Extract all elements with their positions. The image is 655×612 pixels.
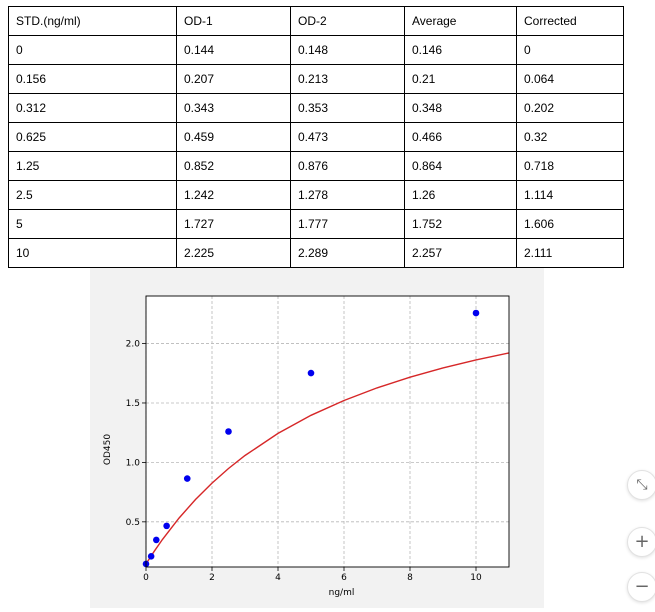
x-tick-label: 2 <box>209 573 215 583</box>
table-cell: 0.32 <box>516 122 624 152</box>
table-cell: 2.225 <box>176 238 291 268</box>
fit-icon: ⤡ <box>636 477 648 493</box>
plot-frame <box>145 295 510 568</box>
column-header: OD-2 <box>290 6 405 36</box>
zoom-out-button[interactable]: − <box>627 572 655 602</box>
fit-to-screen-button[interactable]: ⤡ <box>627 470 655 500</box>
y-tick-label: 0.5 <box>126 518 140 528</box>
table-cell: 0.353 <box>290 93 405 123</box>
plus-icon: + <box>634 531 650 552</box>
x-tick-label: 10 <box>470 573 482 583</box>
x-tick-label: 4 <box>275 573 281 583</box>
data-point <box>225 428 232 435</box>
table-cell: 0.864 <box>404 151 517 181</box>
table-cell: 2.5 <box>8 180 177 210</box>
table-row: 1.25 0.852 0.876 0.864 0.718 <box>8 151 624 181</box>
x-tick-label: 0 <box>143 573 149 583</box>
data-point <box>472 309 480 317</box>
table-cell: 0.466 <box>404 122 517 152</box>
table-cell: 0.144 <box>176 35 291 65</box>
data-point <box>307 369 315 377</box>
table-cell: 1.727 <box>176 209 291 239</box>
table-cell: 0.064 <box>516 64 624 94</box>
table-cell: 1.777 <box>290 209 405 239</box>
table-cell: 0.459 <box>176 122 291 152</box>
table-cell: 0.213 <box>290 64 405 94</box>
table-row: 0.156 0.207 0.213 0.21 0.064 <box>8 64 624 94</box>
minus-icon: − <box>634 576 650 597</box>
data-point <box>152 536 160 544</box>
table-cell: 1.752 <box>404 209 517 239</box>
table-cell: 0.156 <box>8 64 177 94</box>
table-cell: 0.21 <box>404 64 517 94</box>
table-cell: 0.625 <box>8 122 177 152</box>
y-tick-label: 2.0 <box>126 340 141 350</box>
column-header: Corrected <box>516 6 624 36</box>
y-tick-label: 1.0 <box>126 458 141 468</box>
plot-area <box>146 296 509 567</box>
y-tick-label: 1.5 <box>126 399 140 409</box>
table-cell: 0.207 <box>176 64 291 94</box>
table-cell: 0.343 <box>176 93 291 123</box>
table-cell: 0.718 <box>516 151 624 181</box>
table-cell: 1.242 <box>176 180 291 210</box>
zoom-in-button[interactable]: + <box>627 527 655 557</box>
data-point <box>183 475 191 482</box>
table-cell: 0.146 <box>404 35 517 65</box>
table-row: 0.625 0.459 0.473 0.466 0.32 <box>8 122 624 152</box>
table-row: 5 1.727 1.777 1.752 1.606 <box>8 209 624 239</box>
table-row: 0 0.144 0.148 0.146 0 <box>8 35 624 65</box>
data-point <box>147 553 155 560</box>
y-axis-label: OD450 <box>103 434 113 465</box>
table-cell: 0.148 <box>290 35 405 65</box>
fit-curve-line <box>145 352 510 565</box>
table-cell: 1.25 <box>8 151 177 181</box>
table-cell: 1.114 <box>516 180 624 210</box>
table-cell: 5 <box>8 209 177 239</box>
table-cell: 0.312 <box>8 93 177 123</box>
table-cell: 1.26 <box>404 180 517 210</box>
table-body: 0 0.144 0.148 0.146 0 0.156 0.207 0.213 0.21 0.06… <box>8 35 624 268</box>
table-cell: 10 <box>8 238 177 268</box>
x-tick-label: 6 <box>341 573 347 583</box>
standard-curve-table: STD.(ng/ml) OD-1 OD-2 Average Corrected 0 0.1… <box>8 6 624 268</box>
standard-curve-chart: 0 2 4 6 8 10 0.5 1.0 1.5 2.0 ng/ml OD450 <box>103 295 510 598</box>
x-tick-label: 8 <box>407 573 413 583</box>
table-row: 10 2.225 2.289 2.257 2.111 <box>8 238 624 268</box>
table-cell: 0.202 <box>516 93 624 123</box>
table-cell: 1.278 <box>290 180 405 210</box>
x-axis-label: ng/ml <box>329 588 355 598</box>
table-header-row: STD.(ng/ml) OD-1 OD-2 Average Corrected <box>8 6 624 36</box>
table-cell: 2.111 <box>516 238 624 268</box>
data-point <box>163 522 170 530</box>
table-cell: 1.606 <box>516 209 624 239</box>
column-header: STD.(ng/ml) <box>8 6 177 36</box>
table-cell: 0 <box>516 35 624 65</box>
column-header: OD-1 <box>176 6 291 36</box>
standard-curve-figure: 0 2 4 6 8 10 0.5 1.0 1.5 2.0 ng/ml OD450 <box>90 268 544 608</box>
table-cell: 0.473 <box>290 122 405 152</box>
table-cell: 2.257 <box>404 238 517 268</box>
table-row: 0.312 0.343 0.353 0.348 0.202 <box>8 93 624 123</box>
table-cell: 2.289 <box>290 238 405 268</box>
table-cell: 0.876 <box>290 151 405 181</box>
table-cell: 0 <box>8 35 177 65</box>
table-row: 2.5 1.242 1.278 1.26 1.114 <box>8 180 624 210</box>
table-cell: 0.852 <box>176 151 291 181</box>
column-header: Average <box>404 6 517 36</box>
table-cell: 0.348 <box>404 93 517 123</box>
